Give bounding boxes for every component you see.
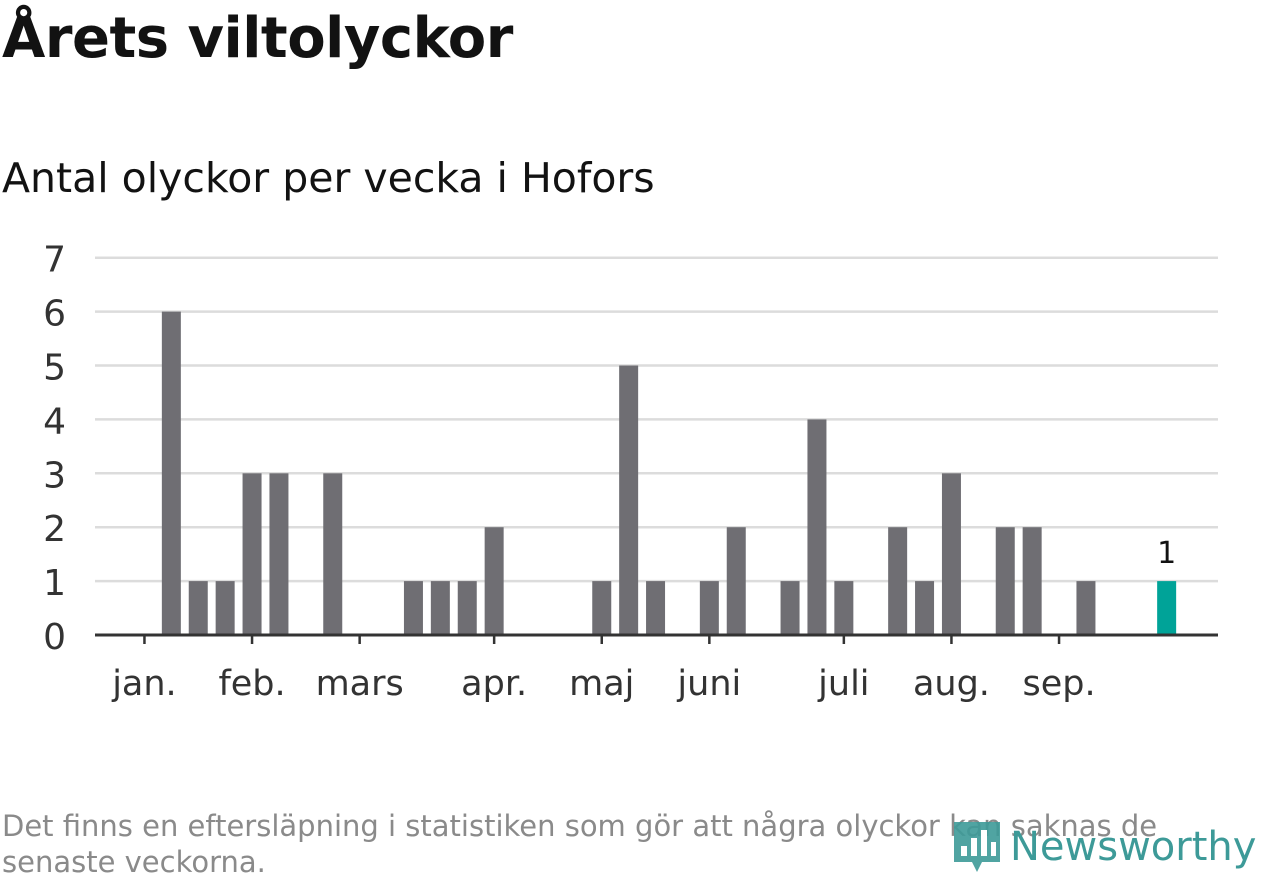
newsworthy-logo-text: Newsworthy (1010, 824, 1257, 870)
x-tick-label: juli (817, 664, 869, 704)
bar (403, 581, 423, 635)
bar (242, 473, 262, 635)
bar-highlight (1157, 581, 1177, 635)
y-tick-label: 2 (43, 509, 66, 550)
bar (215, 581, 235, 635)
data-labels: 1 (1157, 536, 1176, 571)
bar (188, 581, 208, 635)
bar (888, 527, 908, 635)
bar (780, 581, 800, 635)
bar (484, 527, 504, 635)
grid-lines (95, 256, 1218, 583)
y-tick-label: 1 (43, 563, 66, 604)
y-tick-label: 6 (43, 294, 66, 335)
bar-chart: 0 1 2 3 4 5 6 7 jan. feb. mars apr. maj juni juli aug.… (43, 240, 1218, 704)
bar (1022, 527, 1042, 635)
y-tick-label: 0 (43, 617, 66, 658)
data-label: 1 (1157, 536, 1176, 571)
x-tick-label: sep. (1022, 664, 1095, 704)
x-tick-label: jan. (111, 664, 176, 704)
newsworthy-logo: Newsworthy (952, 818, 1256, 876)
x-axis-ticks: jan. feb. mars apr. maj juni juli aug. sep. (111, 635, 1096, 704)
bar (834, 581, 854, 635)
bar (1076, 581, 1096, 635)
bars (161, 311, 1177, 635)
bar (995, 527, 1015, 635)
y-tick-label: 3 (43, 455, 66, 496)
bar (619, 365, 639, 635)
y-tick-label: 7 (43, 240, 66, 281)
bar (807, 419, 827, 635)
y-axis-ticks: 0 1 2 3 4 5 6 7 (43, 240, 66, 658)
bar (430, 581, 450, 635)
x-tick-label: maj (569, 664, 634, 704)
bar (726, 527, 746, 635)
bar (592, 581, 612, 635)
chart-subtitle: Antal olyckor per vecka i Hofors (2, 154, 655, 202)
bar (646, 581, 666, 635)
bar (161, 311, 181, 635)
chart-title: Årets viltolyckor (2, 6, 513, 71)
bar (457, 581, 477, 635)
x-tick-label: juni (676, 664, 741, 704)
bar (941, 473, 961, 635)
x-tick-label: aug. (913, 664, 990, 704)
bar (269, 473, 289, 635)
newsworthy-logo-icon (954, 822, 1000, 872)
x-tick-label: mars (316, 664, 404, 704)
bar (915, 581, 935, 635)
x-tick-label: apr. (461, 664, 527, 704)
bar (323, 473, 343, 635)
y-tick-label: 5 (43, 348, 66, 389)
bar (699, 581, 719, 635)
y-tick-label: 4 (43, 401, 66, 442)
x-tick-label: feb. (218, 664, 285, 704)
